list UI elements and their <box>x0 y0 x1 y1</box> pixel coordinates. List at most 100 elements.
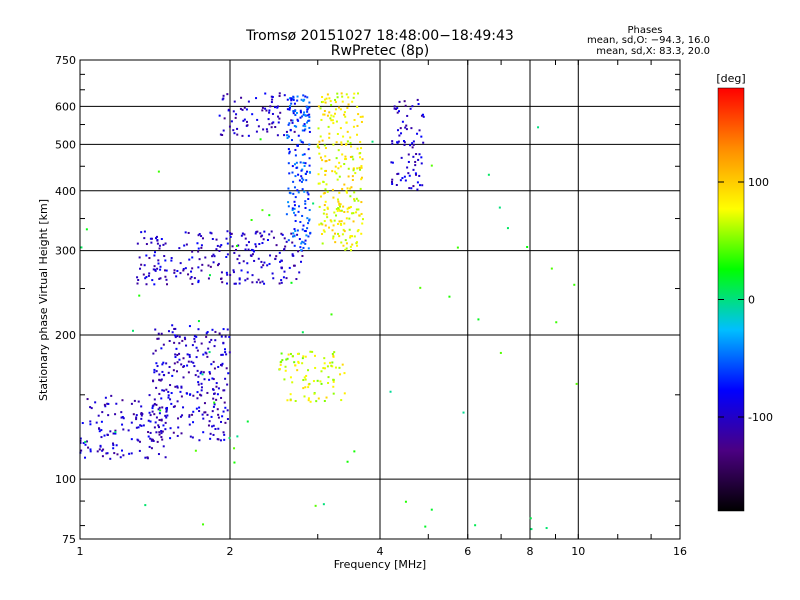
data-point <box>336 96 339 99</box>
data-point <box>315 400 318 403</box>
data-point <box>415 173 418 176</box>
data-point <box>240 234 243 237</box>
data-point <box>400 132 403 135</box>
data-point <box>227 372 230 375</box>
data-point <box>307 198 310 201</box>
data-point <box>156 267 159 270</box>
data-point <box>215 398 218 401</box>
data-point <box>306 106 309 109</box>
data-point <box>220 335 223 338</box>
data-point <box>224 335 227 338</box>
data-point <box>353 450 356 453</box>
data-point <box>162 445 165 448</box>
data-point <box>122 428 125 431</box>
data-point <box>332 143 335 146</box>
data-point <box>188 414 191 417</box>
data-point <box>324 188 327 191</box>
data-point <box>211 328 214 331</box>
data-point <box>264 107 267 110</box>
data-point <box>284 245 287 248</box>
data-point <box>260 266 263 269</box>
data-point <box>252 249 255 252</box>
data-point <box>227 109 230 112</box>
data-point <box>360 147 363 150</box>
data-point <box>293 235 296 238</box>
data-point <box>220 420 223 423</box>
data-point <box>200 394 203 397</box>
data-point <box>304 355 307 358</box>
data-point <box>150 439 153 442</box>
data-point <box>154 328 157 331</box>
data-point <box>336 198 339 201</box>
data-point <box>270 126 273 129</box>
data-point <box>169 384 172 387</box>
data-point <box>360 201 363 204</box>
x-tick-label: 10 <box>571 545 585 558</box>
data-point <box>272 236 275 239</box>
data-point <box>320 382 323 385</box>
data-point <box>355 197 358 200</box>
data-point <box>301 153 304 156</box>
data-point <box>207 264 210 267</box>
data-point <box>160 347 163 350</box>
data-point <box>143 237 146 240</box>
data-point <box>261 242 264 245</box>
data-point <box>180 432 183 435</box>
data-point <box>301 357 304 360</box>
data-point <box>338 106 341 109</box>
x-tick-label: 8 <box>527 545 534 558</box>
data-point <box>156 365 159 368</box>
data-point <box>402 140 405 143</box>
data-point <box>326 216 329 219</box>
data-point <box>286 357 289 360</box>
data-point <box>294 175 297 178</box>
data-point <box>278 117 281 120</box>
data-point <box>103 434 106 437</box>
data-point <box>293 200 296 203</box>
data-point <box>407 172 410 175</box>
data-point <box>121 423 124 426</box>
data-point <box>397 140 400 143</box>
x-tick-label: 2 <box>227 545 234 558</box>
data-point <box>297 361 300 364</box>
data-point <box>341 100 344 103</box>
data-point <box>288 150 291 153</box>
data-point <box>187 371 190 374</box>
data-point <box>215 382 218 385</box>
data-point <box>198 233 201 236</box>
data-point <box>244 237 247 240</box>
data-point <box>298 179 301 182</box>
data-point <box>155 431 158 434</box>
data-point <box>274 125 277 128</box>
data-point <box>338 161 341 164</box>
data-point <box>393 105 396 108</box>
data-point <box>329 219 332 222</box>
data-point <box>338 235 341 238</box>
data-point <box>188 355 191 358</box>
data-point <box>268 123 271 126</box>
data-point <box>101 449 104 452</box>
data-point <box>344 115 347 118</box>
data-point <box>391 142 394 145</box>
data-point <box>317 105 320 108</box>
data-point <box>299 109 302 112</box>
data-point <box>416 188 419 191</box>
data-point <box>352 212 355 215</box>
data-point <box>165 409 168 412</box>
data-point <box>409 144 412 147</box>
data-point <box>222 410 225 413</box>
data-point <box>280 279 283 282</box>
data-point <box>157 332 160 335</box>
data-point <box>313 354 316 357</box>
data-point <box>295 278 298 281</box>
data-point <box>176 335 179 338</box>
data-point <box>156 337 159 340</box>
data-point <box>164 275 167 278</box>
data-point <box>211 410 214 413</box>
y-tick-label: 600 <box>55 100 76 113</box>
data-point <box>285 213 288 216</box>
data-point <box>291 254 294 257</box>
data-point <box>114 431 117 434</box>
data-point <box>322 503 325 506</box>
